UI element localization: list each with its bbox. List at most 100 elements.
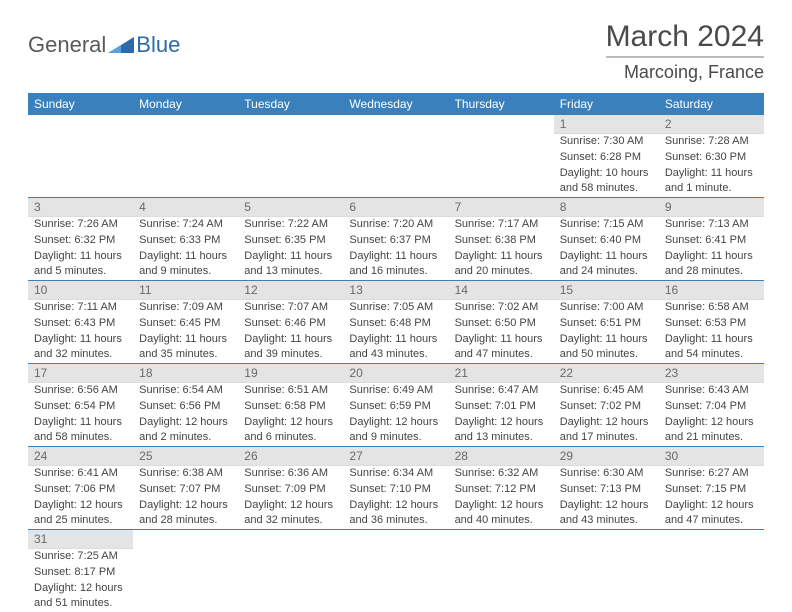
day-number: 2 [659,115,764,134]
day-number: 26 [238,447,343,466]
day-info-line: Sunrise: 6:45 AM [554,383,659,399]
calendar-cell: 14Sunrise: 7:02 AMSunset: 6:50 PMDayligh… [449,281,554,364]
day-info-line: and 9 minutes. [133,264,238,280]
day-info-line: and 1 minute. [659,181,764,197]
weekday-header: Tuesday [238,93,343,115]
logo-text-2: Blue [136,32,180,58]
location: Marcoing, France [606,62,764,83]
day-number: 6 [343,198,448,217]
day-info-line: Sunrise: 7:15 AM [554,217,659,233]
weekday-header: Wednesday [343,93,448,115]
calendar-cell: 23Sunrise: 6:43 AMSunset: 7:04 PMDayligh… [659,364,764,447]
weekday-header: Thursday [449,93,554,115]
day-info-line: Sunset: 6:50 PM [449,316,554,332]
day-info-line: Daylight: 12 hours [28,581,133,597]
day-info-line: Sunset: 6:37 PM [343,233,448,249]
day-info-line: Sunset: 6:33 PM [133,233,238,249]
calendar-cell: 20Sunrise: 6:49 AMSunset: 6:59 PMDayligh… [343,364,448,447]
calendar-cell: 17Sunrise: 6:56 AMSunset: 6:54 PMDayligh… [28,364,133,447]
weekday-header: Saturday [659,93,764,115]
calendar-body: 1Sunrise: 7:30 AMSunset: 6:28 PMDaylight… [28,115,764,612]
calendar-cell: 27Sunrise: 6:34 AMSunset: 7:10 PMDayligh… [343,447,448,530]
day-info-line: Sunrise: 7:09 AM [133,300,238,316]
day-number: 9 [659,198,764,217]
day-info-line: Sunrise: 6:41 AM [28,466,133,482]
day-info-line: Sunrise: 6:56 AM [28,383,133,399]
day-info-line: Sunrise: 7:20 AM [343,217,448,233]
day-number: 21 [449,364,554,383]
calendar-cell: 25Sunrise: 6:38 AMSunset: 7:07 PMDayligh… [133,447,238,530]
day-info-line: Daylight: 12 hours [449,415,554,431]
day-info-line: Sunset: 7:09 PM [238,482,343,498]
day-info-line: and 35 minutes. [133,347,238,363]
day-info-line: and 6 minutes. [238,430,343,446]
day-info-line: Sunset: 7:15 PM [659,482,764,498]
day-info-line: and 47 minutes. [659,513,764,529]
day-number: 13 [343,281,448,300]
day-info-line: Sunrise: 7:24 AM [133,217,238,233]
day-info-line: Sunrise: 6:54 AM [133,383,238,399]
calendar-cell: 15Sunrise: 7:00 AMSunset: 6:51 PMDayligh… [554,281,659,364]
day-info-line: Daylight: 11 hours [659,249,764,265]
calendar-cell: 26Sunrise: 6:36 AMSunset: 7:09 PMDayligh… [238,447,343,530]
day-number: 5 [238,198,343,217]
day-info-line: Sunset: 6:53 PM [659,316,764,332]
day-info-line: Daylight: 11 hours [238,249,343,265]
day-info-line: and 2 minutes. [133,430,238,446]
day-info-line: and 5 minutes. [28,264,133,280]
day-info-line: and 39 minutes. [238,347,343,363]
day-number: 8 [554,198,659,217]
day-info-line: and 58 minutes. [28,430,133,446]
day-info-line: Daylight: 12 hours [238,415,343,431]
day-number: 11 [133,281,238,300]
day-info-line: Sunrise: 7:30 AM [554,134,659,150]
day-info-line: Daylight: 10 hours [554,166,659,182]
day-info-line: Sunrise: 6:47 AM [449,383,554,399]
month-title: March 2024 [606,20,764,58]
calendar-cell: 28Sunrise: 6:32 AMSunset: 7:12 PMDayligh… [449,447,554,530]
day-info-line: Sunrise: 6:43 AM [659,383,764,399]
day-number: 20 [343,364,448,383]
day-info-line: Sunset: 6:48 PM [343,316,448,332]
day-number: 31 [28,530,133,549]
day-info-line: Sunset: 6:45 PM [133,316,238,332]
header: General Blue March 2024 Marcoing, France [28,20,764,83]
day-info-line: and 47 minutes. [449,347,554,363]
day-info-line: Sunrise: 7:00 AM [554,300,659,316]
day-number: 24 [28,447,133,466]
day-number: 23 [659,364,764,383]
day-info-line: and 20 minutes. [449,264,554,280]
calendar-cell: 9Sunrise: 7:13 AMSunset: 6:41 PMDaylight… [659,198,764,281]
day-number: 3 [28,198,133,217]
calendar-cell: 22Sunrise: 6:45 AMSunset: 7:02 PMDayligh… [554,364,659,447]
day-info-line: Sunset: 6:56 PM [133,399,238,415]
weekday-header: Monday [133,93,238,115]
day-info-line: and 58 minutes. [554,181,659,197]
day-info-line: and 17 minutes. [554,430,659,446]
calendar-cell [238,530,343,612]
day-info-line: Daylight: 11 hours [343,332,448,348]
day-info-line: Sunset: 6:38 PM [449,233,554,249]
day-info-line: Daylight: 12 hours [554,415,659,431]
day-info-line: Daylight: 11 hours [28,332,133,348]
calendar-cell: 8Sunrise: 7:15 AMSunset: 6:40 PMDaylight… [554,198,659,281]
day-info-line: Sunset: 7:07 PM [133,482,238,498]
day-info-line: Daylight: 11 hours [659,166,764,182]
day-number: 16 [659,281,764,300]
day-info-line: Daylight: 11 hours [554,332,659,348]
day-info-line: Daylight: 12 hours [659,415,764,431]
calendar-cell [343,530,448,612]
day-info-line: Daylight: 11 hours [659,332,764,348]
day-info-line: Sunset: 6:30 PM [659,150,764,166]
logo-mark-icon [108,35,134,55]
day-info-line: Sunrise: 6:27 AM [659,466,764,482]
calendar-header: SundayMondayTuesdayWednesdayThursdayFrid… [28,93,764,115]
day-info-line: Daylight: 11 hours [133,332,238,348]
day-info-line: and 25 minutes. [28,513,133,529]
day-info-line: Daylight: 12 hours [449,498,554,514]
calendar-cell: 12Sunrise: 7:07 AMSunset: 6:46 PMDayligh… [238,281,343,364]
day-info-line: Sunset: 6:46 PM [238,316,343,332]
calendar-cell: 10Sunrise: 7:11 AMSunset: 6:43 PMDayligh… [28,281,133,364]
day-info-line: Sunrise: 7:28 AM [659,134,764,150]
calendar-cell: 16Sunrise: 6:58 AMSunset: 6:53 PMDayligh… [659,281,764,364]
